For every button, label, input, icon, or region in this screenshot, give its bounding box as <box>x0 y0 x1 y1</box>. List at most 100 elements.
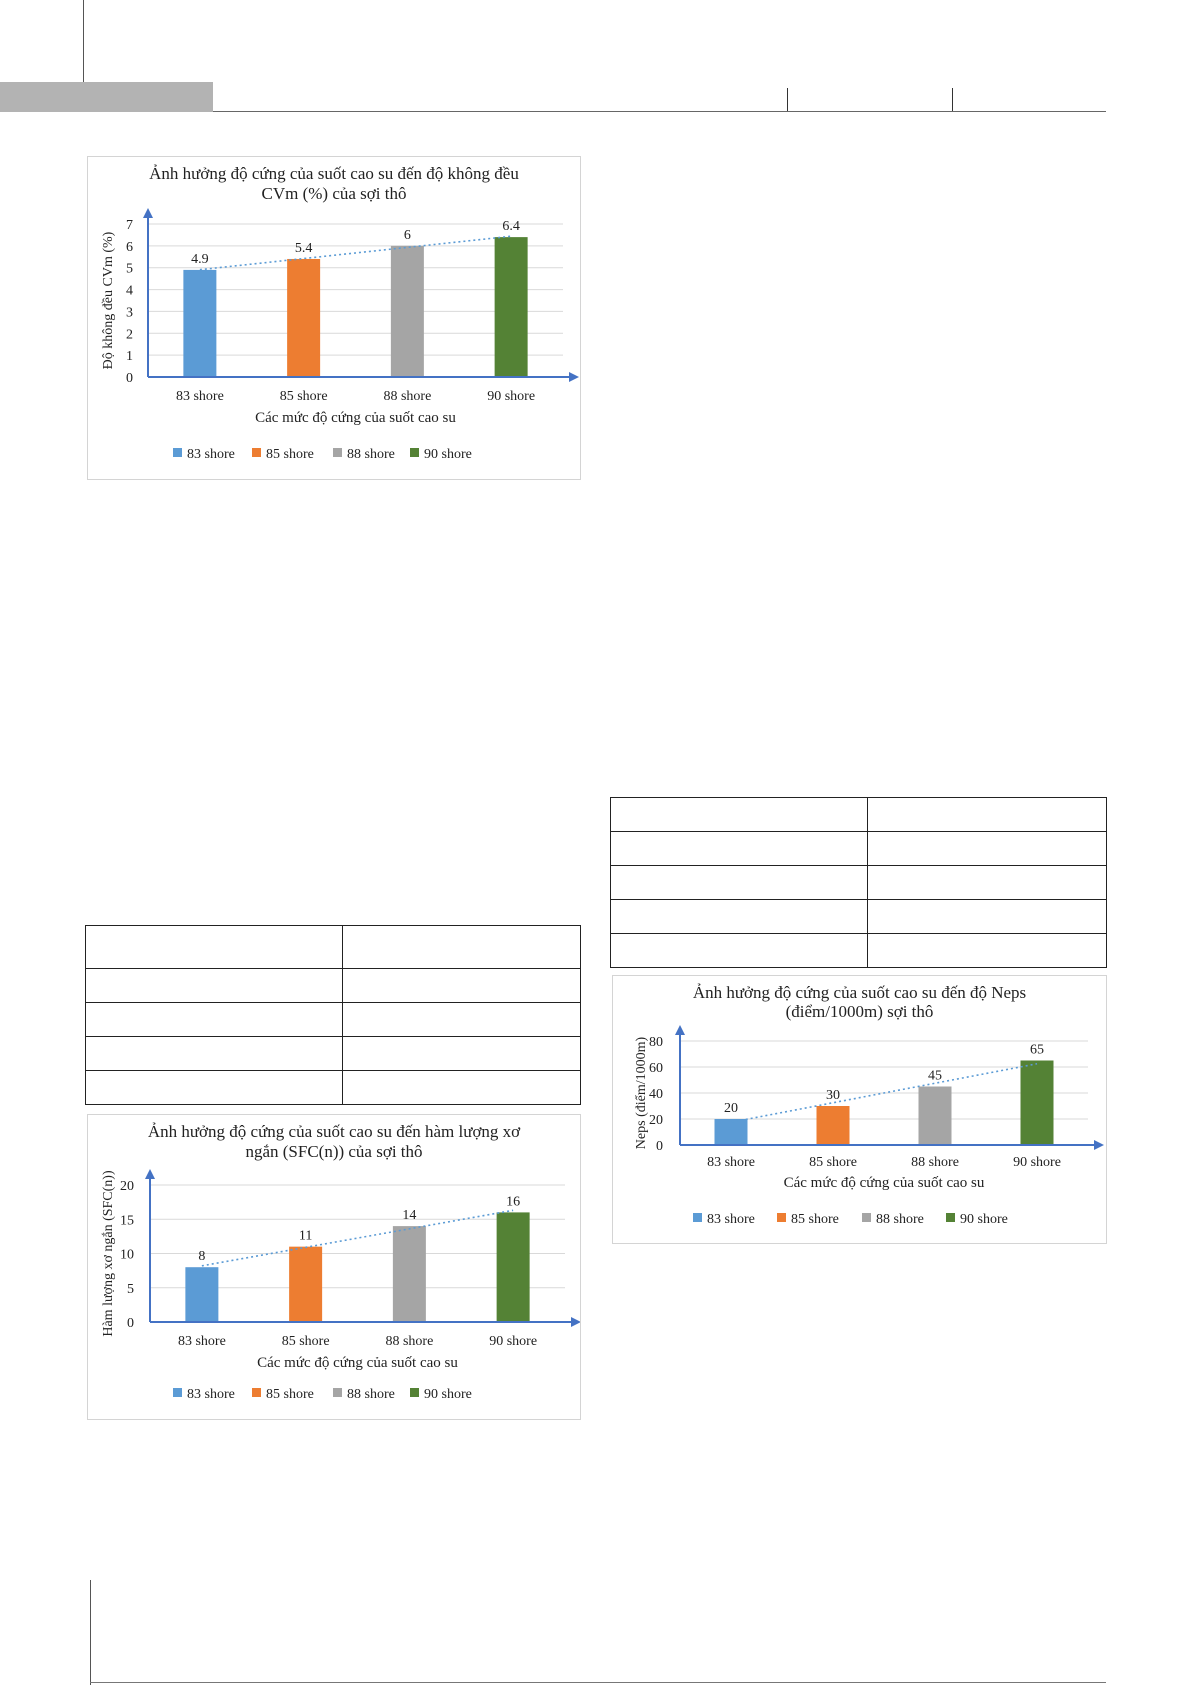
x-category-label: 83 shore <box>178 1334 226 1349</box>
y-axis-arrow-icon <box>675 1025 685 1035</box>
x-category-label: 85 shore <box>280 389 328 404</box>
trendline <box>199 235 512 271</box>
x-category-label: 90 shore <box>489 1334 537 1349</box>
legend-label: 85 shore <box>266 1387 314 1402</box>
y-tick-label: 0 <box>656 1139 663 1154</box>
chart-title-line: Ảnh hưởng độ cứng của suốt cao su đến hà… <box>148 1122 521 1141</box>
bar-90-shore <box>1020 1060 1054 1145</box>
x-category-label: 88 shore <box>383 389 431 404</box>
legend-swatch <box>252 448 261 457</box>
x-axis-arrow-icon <box>1094 1140 1104 1150</box>
legend-swatch <box>410 1388 419 1397</box>
table-left-cell <box>85 1002 343 1037</box>
x-category-label: 90 shore <box>1013 1155 1061 1170</box>
x-category-label: 85 shore <box>282 1334 330 1349</box>
bar-83-shore <box>714 1119 748 1145</box>
data-label: 5.4 <box>295 241 313 256</box>
table-left-cell <box>342 968 581 1003</box>
y-tick-label: 7 <box>126 218 133 233</box>
y-tick-label: 0 <box>126 371 133 386</box>
legend-swatch <box>333 448 342 457</box>
x-category-label: 83 shore <box>707 1155 755 1170</box>
y-tick-label: 20 <box>120 1179 134 1194</box>
legend-label: 85 shore <box>791 1212 839 1227</box>
table-left-cell <box>85 925 343 969</box>
table-right-cell <box>867 933 1107 968</box>
y-tick-label: 3 <box>126 305 133 320</box>
data-label: 30 <box>826 1088 840 1103</box>
x-category-label: 88 shore <box>385 1334 433 1349</box>
table-right-cell <box>610 797 868 832</box>
x-axis-label: Các mức độ cứng của suốt cao su <box>784 1175 985 1191</box>
data-label: 8 <box>198 1249 205 1264</box>
chart-title-line: ngắn (SFC(n)) của sợi thô <box>245 1142 422 1161</box>
y-tick-label: 40 <box>649 1087 663 1102</box>
data-label: 6.4 <box>502 219 520 234</box>
y-tick-label: 2 <box>126 327 133 342</box>
bar-85-shore <box>289 1246 323 1322</box>
chart-neps-svg: Ảnh hưởng độ cứng của suốt cao su đến độ… <box>634 983 1104 1227</box>
y-tick-label: 5 <box>126 262 133 277</box>
chart-title-line: (điểm/1000m) sợi thô <box>786 1002 934 1021</box>
legend-swatch <box>862 1213 871 1222</box>
y-tick-label: 60 <box>649 1061 663 1076</box>
legend-label: 88 shore <box>347 1387 395 1402</box>
bar-90-shore <box>494 237 528 377</box>
bar-85-shore <box>816 1106 850 1145</box>
y-tick-label: 0 <box>127 1316 134 1331</box>
legend-label: 90 shore <box>960 1212 1008 1227</box>
data-label: 65 <box>1030 1043 1044 1058</box>
legend-swatch <box>252 1388 261 1397</box>
y-axis-arrow-icon <box>143 208 153 218</box>
header-tick-right <box>952 88 953 111</box>
table-left <box>85 925 581 1105</box>
y-axis-label: Hàm lượng xơ ngắn (SFC(n)) <box>101 1170 116 1337</box>
data-label: 14 <box>402 1208 416 1223</box>
chart-title-line: CVm (%) của sợi thô <box>262 184 407 203</box>
legend-label: 88 shore <box>347 447 395 462</box>
table-right-cell <box>867 899 1107 934</box>
header-divider-vertical <box>83 0 84 84</box>
legend-label: 85 shore <box>266 447 314 462</box>
y-tick-label: 5 <box>127 1282 134 1297</box>
footer-rule <box>90 1682 1106 1683</box>
x-axis-arrow-icon <box>571 1317 580 1327</box>
bar-85-shore <box>287 258 321 377</box>
chart-cvm: Ảnh hưởng độ cứng của suốt cao su đến độ… <box>87 156 581 480</box>
legend-swatch <box>777 1213 786 1222</box>
y-axis-label: Độ không đều CVm (%) <box>101 231 116 369</box>
table-left-cell <box>342 1036 581 1071</box>
bar-90-shore <box>496 1212 530 1322</box>
chart-title-line: Ảnh hưởng độ cứng của suốt cao su đến độ… <box>149 164 519 183</box>
x-axis-arrow-icon <box>569 372 579 382</box>
bar-88-shore <box>918 1086 952 1145</box>
table-right-cell <box>610 933 868 968</box>
footer-divider-vertical <box>90 1580 91 1685</box>
data-label: 6 <box>404 228 411 243</box>
bar-88-shore <box>392 1226 426 1322</box>
y-tick-label: 20 <box>649 1113 663 1128</box>
legend-swatch <box>693 1213 702 1222</box>
chart-neps: Ảnh hưởng độ cứng của suốt cao su đến độ… <box>612 975 1107 1244</box>
x-category-label: 90 shore <box>487 389 535 404</box>
legend-label: 88 shore <box>876 1212 924 1227</box>
legend-label: 90 shore <box>424 1387 472 1402</box>
data-label: 11 <box>299 1229 312 1244</box>
table-right-cell <box>867 831 1107 866</box>
legend-label: 90 shore <box>424 447 472 462</box>
x-axis-label: Các mức độ cứng của suốt cao su <box>255 410 456 426</box>
header-band <box>0 82 213 112</box>
y-tick-label: 80 <box>649 1035 663 1050</box>
bar-83-shore <box>185 1267 219 1322</box>
table-left-cell <box>85 1036 343 1071</box>
trendline <box>730 1062 1038 1124</box>
chart-sfc-svg: Ảnh hưởng độ cứng của suốt cao su đến hà… <box>101 1122 580 1402</box>
y-tick-label: 6 <box>126 240 133 255</box>
x-category-label: 83 shore <box>176 389 224 404</box>
legend-label: 83 shore <box>187 1387 235 1402</box>
legend-swatch <box>410 448 419 457</box>
data-label: 4.9 <box>191 252 209 267</box>
table-left-cell <box>342 1002 581 1037</box>
legend-swatch <box>173 1388 182 1397</box>
y-tick-label: 1 <box>126 349 133 364</box>
